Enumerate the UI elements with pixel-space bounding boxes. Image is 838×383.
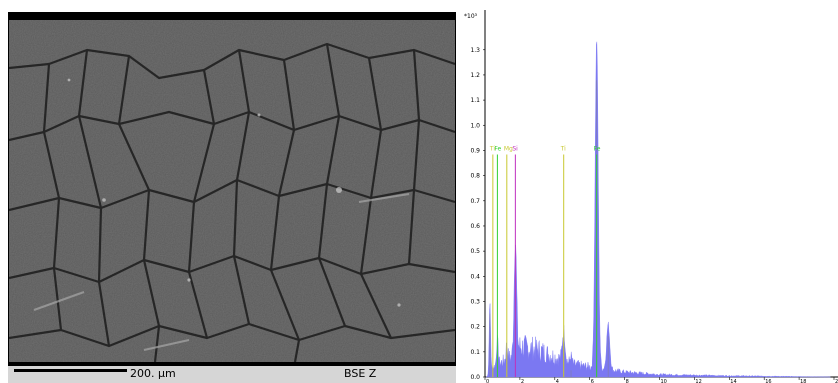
spectrum-series [485,41,831,378]
x-tick-label: 4 [556,379,559,383]
x-ticks: 0 2 4 6 8 10 12 14 16 18 20 [484,377,838,383]
spectrum-area [485,41,831,378]
y-ticks: 0.0 0.1 0.2 0.3 0.4 0.5 0.6 0.7 0.8 0.9 1.0 1.1 1.2 1… [470,47,485,381]
element-marker-label: Si [512,145,518,152]
y-tick-label: 0.9 [470,147,480,154]
x-tick-label: 10 [661,379,667,383]
x-tick-label: 6 [591,379,594,383]
y-tick-label: 0.8 [470,173,480,180]
x-tick-label: 20 [835,379,838,383]
sem-info-bar: 200. µm BSE Z [8,366,456,383]
y-multiplier-label: *10³ [464,13,478,20]
x-tick-label: 2 [521,379,524,383]
eds-spectrum-chart: *10³ 0.0 0.1 0.2 0.3 0.4 0.5 0.6 0.7 0.8 0.9 1.0 1.… [464,10,838,383]
detector-mode-label: BSE Z [344,367,377,380]
x-tick-label: 16 [765,379,771,383]
x-tick-label: 14 [730,379,736,383]
scale-bar [14,369,127,372]
y-tick-label: 0.6 [470,223,480,230]
element-markers: Ti Fe Mg Si Ti Fe [489,145,601,377]
x-tick-label: 18 [800,379,806,383]
y-tick-label: 0.4 [470,273,480,280]
y-tick-label: 0.5 [470,248,480,255]
element-marker-label: Ti [489,145,495,152]
y-tick-label: 0.7 [470,198,480,205]
element-marker-label: Ti [560,145,566,152]
element-marker-label: Fe [594,145,601,152]
y-tick-label: 1.0 [470,122,480,129]
element-marker-label: Mg [504,145,513,152]
y-tick-label: 1.1 [470,97,480,104]
scale-label: 200. µm [130,367,176,380]
element-marker-label: Fe [494,145,501,152]
image-separator [8,362,456,366]
x-tick-label: 0 [486,379,489,383]
x-tick-label: 8 [626,379,629,383]
y-tick-label: 1.2 [470,72,480,79]
x-tick-label: 12 [695,379,701,383]
y-tick-label: 0.3 [470,298,480,305]
y-tick-label: 0.1 [470,349,480,356]
y-tick-label: 0.0 [470,374,480,381]
y-tick-label: 1.3 [470,47,480,54]
y-tick-label: 0.2 [470,324,480,331]
sem-micrograph [9,20,455,362]
sem-image-panel: 200. µm BSE Z [8,12,456,383]
